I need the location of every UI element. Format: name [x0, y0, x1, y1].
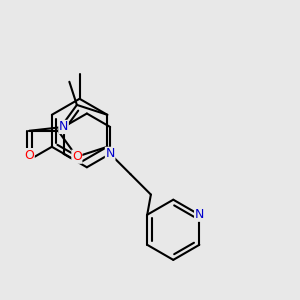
Text: O: O — [24, 148, 34, 162]
Text: N: N — [106, 147, 115, 160]
Text: N: N — [59, 121, 68, 134]
Text: N: N — [195, 208, 204, 221]
Text: O: O — [72, 150, 82, 163]
